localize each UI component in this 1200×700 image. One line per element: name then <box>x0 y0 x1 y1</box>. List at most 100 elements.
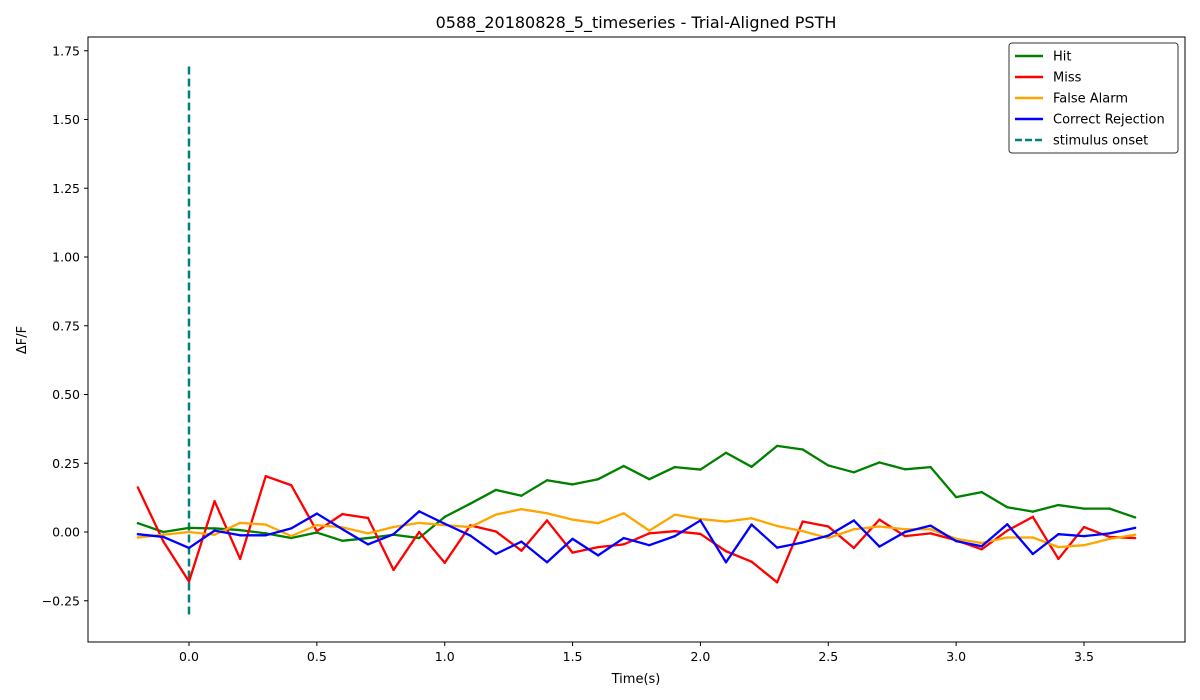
data-point-false-alarm <box>520 507 523 511</box>
data-point-hit <box>929 465 932 469</box>
data-point-correct-rejection <box>1057 533 1060 536</box>
data-point-hit <box>980 490 983 494</box>
x-tick-label: 0.5 <box>307 649 327 664</box>
data-point-false-alarm <box>903 528 907 531</box>
data-point-correct-rejection <box>162 535 165 539</box>
legend: Hit Miss False Alarm Correct Rejection stimu… <box>1008 42 1179 154</box>
data-point-miss <box>187 580 191 583</box>
data-point-false-alarm <box>545 512 549 515</box>
data-point-correct-rejection <box>750 523 753 526</box>
data-point-miss <box>622 543 625 546</box>
data-point-miss <box>213 500 216 503</box>
data-point-correct-rejection <box>417 510 421 513</box>
data-point-miss <box>162 540 165 543</box>
y-tick-label: 0.00 <box>52 525 80 540</box>
data-point-miss <box>136 486 140 489</box>
data-point-correct-rejection <box>648 544 651 547</box>
data-point-hit <box>1057 503 1060 507</box>
data-point-miss <box>827 525 830 528</box>
x-tick-label: 2.0 <box>690 649 710 664</box>
data-point-correct-rejection <box>366 543 370 546</box>
data-point-false-alarm <box>1057 545 1060 549</box>
data-point-correct-rejection <box>596 554 600 557</box>
x-tick-label: 3.0 <box>946 649 966 664</box>
data-point-hit <box>1082 507 1086 510</box>
y-tick-label: 0.50 <box>52 387 80 402</box>
series-layer <box>136 444 1137 584</box>
data-point-correct-rejection <box>801 541 804 544</box>
data-point-miss <box>929 532 932 535</box>
data-point-hit <box>724 451 728 454</box>
data-point-hit <box>775 444 779 448</box>
y-tick-label: −0.25 <box>42 593 80 608</box>
data-point-hit <box>878 461 881 464</box>
data-point-hit <box>571 483 574 486</box>
data-point-correct-rejection <box>903 530 907 534</box>
data-point-miss <box>1031 515 1035 519</box>
data-point-correct-rejection <box>775 546 779 549</box>
data-point-hit <box>903 468 907 471</box>
data-point-correct-rejection <box>290 527 293 530</box>
data-point-false-alarm <box>827 536 830 540</box>
data-point-correct-rejection <box>1133 526 1137 530</box>
data-point-miss <box>852 546 856 550</box>
data-point-miss <box>1108 535 1111 539</box>
data-point-false-alarm <box>1031 536 1035 539</box>
x-tick-label: 0.0 <box>179 649 199 664</box>
data-point-miss <box>392 568 395 572</box>
data-point-false-alarm <box>417 521 421 525</box>
data-point-correct-rejection <box>1031 552 1035 556</box>
data-point-false-alarm <box>1133 533 1137 536</box>
x-tick-label: 1.0 <box>435 649 455 664</box>
data-point-correct-rejection <box>469 534 472 537</box>
data-point-miss <box>494 530 498 533</box>
data-point-miss <box>571 551 574 554</box>
data-point-miss <box>545 519 549 522</box>
data-point-hit <box>827 464 830 467</box>
data-point-false-alarm <box>136 536 140 539</box>
legend-label-miss: Miss <box>1053 71 1082 86</box>
data-point-correct-rejection <box>545 561 549 564</box>
data-point-miss <box>315 529 319 533</box>
y-tick-label: 0.25 <box>52 456 80 471</box>
data-point-miss <box>1133 536 1137 540</box>
data-point-correct-rejection <box>954 539 958 543</box>
data-point-false-alarm <box>852 528 856 531</box>
data-point-correct-rejection <box>622 536 625 540</box>
data-point-miss <box>238 557 242 561</box>
data-point-hit <box>673 465 677 469</box>
data-point-hit <box>1031 510 1035 513</box>
y-tick-label: 1.25 <box>52 181 80 196</box>
data-point-false-alarm <box>929 528 932 531</box>
data-point-false-alarm <box>187 530 191 534</box>
data-point-false-alarm <box>750 517 753 520</box>
data-point-hit <box>1133 516 1137 519</box>
data-point-false-alarm <box>673 513 677 516</box>
data-point-hit <box>213 527 216 530</box>
data-point-hit <box>469 502 472 505</box>
data-point-false-alarm <box>162 533 165 536</box>
data-point-false-alarm <box>648 529 651 532</box>
data-point-hit <box>750 465 753 469</box>
data-point-false-alarm <box>596 522 600 525</box>
data-point-miss <box>878 518 881 521</box>
data-point-correct-rejection <box>1006 523 1009 526</box>
data-point-miss <box>596 545 600 549</box>
data-point-miss <box>699 532 702 536</box>
data-point-correct-rejection <box>341 528 344 531</box>
data-point-false-alarm <box>315 523 319 527</box>
data-point-hit <box>187 526 191 530</box>
data-point-correct-rejection <box>827 534 830 537</box>
legend-label-correct-rejection: Correct Rejection <box>1053 113 1165 128</box>
x-tick-label: 3.5 <box>1074 649 1094 664</box>
data-point-hit <box>290 536 293 540</box>
data-point-false-alarm <box>366 532 370 535</box>
data-point-false-alarm <box>724 520 728 523</box>
data-point-correct-rejection <box>494 552 498 556</box>
data-point-hit <box>699 468 702 471</box>
data-point-false-alarm <box>494 513 498 516</box>
x-axis-label: Time(s) <box>611 672 661 687</box>
y-tick-label: 0.75 <box>52 318 80 333</box>
data-point-hit <box>238 528 242 532</box>
data-point-false-alarm <box>264 523 267 526</box>
